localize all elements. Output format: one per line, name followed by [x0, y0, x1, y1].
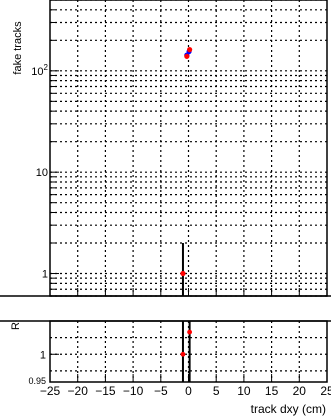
- top-y-axis-label: fake tracks: [12, 21, 24, 75]
- bottom-y-axis-label: R: [10, 322, 22, 330]
- x-tick-label: 15: [265, 384, 279, 398]
- top-y-ticks: 1 10 102: [31, 0, 59, 297]
- bottom-y-tick-label: 1: [40, 349, 46, 361]
- top-grid: [50, 0, 327, 297]
- bottom-data-point: [180, 351, 186, 357]
- x-tick-label: −25: [40, 384, 61, 398]
- top-y-tick-label: 1: [42, 269, 48, 281]
- x-tick-label: 0: [185, 384, 192, 398]
- top-data-point: [187, 47, 193, 53]
- bottom-y-ticks: 10.95: [28, 349, 59, 386]
- x-tick-label: 5: [213, 384, 220, 398]
- bottom-y-tick-label: 0.95: [28, 376, 46, 386]
- bottom-data-point: [187, 329, 193, 335]
- x-tick-label: 10: [237, 384, 251, 398]
- x-tick-label: −15: [95, 384, 116, 398]
- x-tick-label: 25: [320, 384, 331, 398]
- top-data-marks: [180, 47, 193, 296]
- x-tick-label: −20: [68, 384, 89, 398]
- top-y-tick-label: 102: [31, 63, 48, 78]
- bottom-data-marks: [180, 321, 193, 382]
- x-axis-label: track dxy (cm): [251, 402, 326, 416]
- bottom-x-ticks: −25 −20 −15 −10 −5 0 5 10 15 20 25: [40, 288, 331, 398]
- top-y-tick-label: 10: [36, 167, 48, 179]
- top-data-point: [184, 53, 190, 59]
- bottom-grid: [50, 321, 327, 382]
- x-tick-label: −10: [123, 384, 144, 398]
- x-tick-label: −5: [154, 384, 168, 398]
- top-data-point: [180, 270, 186, 277]
- x-tick-label: 20: [293, 384, 307, 398]
